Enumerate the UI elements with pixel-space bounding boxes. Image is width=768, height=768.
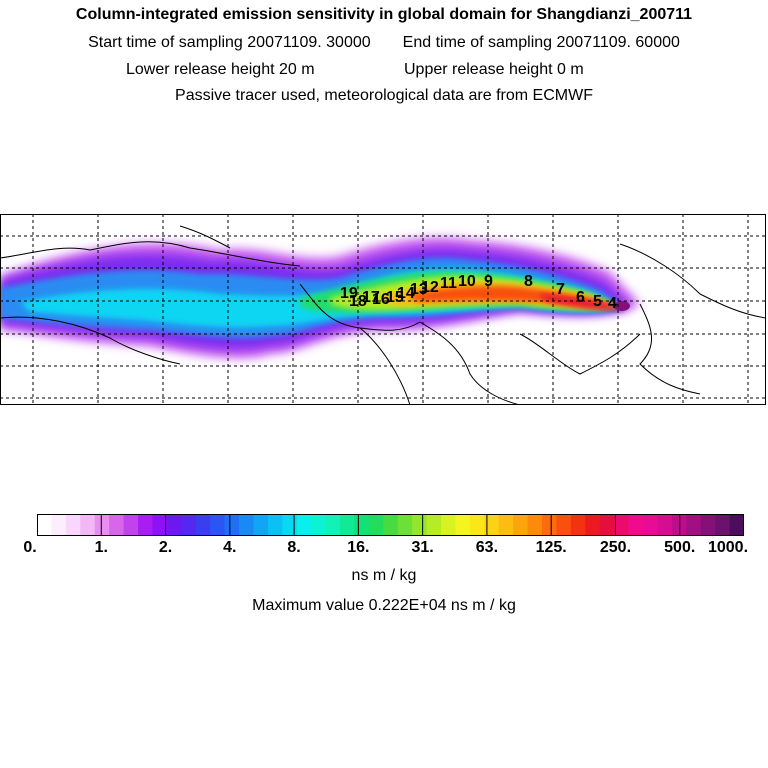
sensitivity-plume <box>0 237 640 359</box>
colorbar-swatch <box>239 514 255 536</box>
colorbar-swatch <box>729 514 744 536</box>
colorbar-tick-label: 63. <box>475 539 499 556</box>
colorbar-swatch <box>181 514 197 536</box>
colorbar-swatch <box>296 514 312 536</box>
colorbar-swatch <box>686 514 702 536</box>
colorbar-tick-label: 2. <box>158 539 173 556</box>
colorbar-swatch <box>109 514 125 536</box>
colorbar-tick-label: 0. <box>23 539 37 556</box>
colorbar-units: ns m / kg <box>351 567 417 584</box>
trajectory-label-15: 15 <box>386 289 404 306</box>
colorbar-swatch <box>643 514 659 536</box>
trajectory-label-5: 5 <box>593 293 602 310</box>
colorbar-swatch <box>340 514 356 536</box>
trajectory-label-17: 17 <box>362 289 380 306</box>
trajectory-label-9: 9 <box>484 273 493 290</box>
colorbar-tick-label: 31. <box>411 539 434 556</box>
colorbar-swatch <box>614 514 630 536</box>
colorbar-tick-label: 4. <box>223 539 237 556</box>
trajectory-label-13: 13 <box>410 281 428 298</box>
start-time: Start time of sampling 20071109. 30000 <box>88 34 371 51</box>
trajectory-label-4: 4 <box>608 295 617 312</box>
colorbar-tick-label: 1000. <box>707 539 749 556</box>
colorbar-swatch <box>542 514 558 536</box>
colorbar-swatch <box>657 514 673 536</box>
lat-lon-grid <box>0 214 766 405</box>
colorbar-swatch <box>455 514 471 536</box>
colorbar-swatch <box>94 514 110 536</box>
colorbar-swatch <box>152 514 168 536</box>
colorbar-swatch <box>527 514 543 536</box>
colorbar-swatch <box>469 514 485 536</box>
colorbar-swatch <box>383 514 399 536</box>
trajectory-label-12: 12 <box>421 279 439 296</box>
colorbar-swatch <box>412 514 428 536</box>
trajectory-label-14: 14 <box>397 285 415 302</box>
colorbar-swatch <box>426 514 442 536</box>
colorbar-swatch <box>138 514 154 536</box>
colorbar-swatch <box>599 514 615 536</box>
map-title: Column-integrated emission sensitivity i… <box>75 6 693 23</box>
trajectory-label-8: 8 <box>524 273 533 290</box>
colorbar-swatch <box>513 514 529 536</box>
colorbar-swatch <box>80 514 96 536</box>
colorbar <box>37 514 744 536</box>
colorbar-swatch <box>282 514 298 536</box>
colorbar-swatch <box>311 514 327 536</box>
trajectory-label-18: 18 <box>349 293 367 310</box>
colorbar-swatch <box>397 514 413 536</box>
colorbar-tick-label: 500. <box>664 539 696 556</box>
colorbar-frame <box>37 514 744 536</box>
colorbar-swatch <box>325 514 341 536</box>
trajectory-label-7: 7 <box>556 281 565 298</box>
colorbar-swatch <box>484 514 500 536</box>
colorbar-tick-label: 16. <box>347 539 370 556</box>
trajectory-label-19: 19 <box>340 285 358 302</box>
colorbar-swatch <box>37 514 53 536</box>
colorbar-swatch <box>628 514 644 536</box>
trajectory-label-16: 16 <box>372 291 390 308</box>
end-time: End time of sampling 20071109. 60000 <box>402 34 680 51</box>
colorbar-tick-label: 250. <box>599 539 632 556</box>
colorbar-swatch <box>441 514 457 536</box>
colorbar-swatch <box>166 514 182 536</box>
trajectory-label-10: 10 <box>458 273 476 290</box>
upper-release-height: Upper release height 0 m <box>404 61 584 78</box>
colorbar-swatch <box>224 514 240 536</box>
colorbar-swatch <box>210 514 226 536</box>
colorbar-swatch <box>65 514 81 536</box>
colorbar-tick-label: 125. <box>535 539 567 556</box>
trajectory-label-11: 11 <box>440 275 457 292</box>
colorbar-swatch <box>253 514 269 536</box>
maximum-value: Maximum value 0.222E+04 ns m / kg <box>252 597 516 614</box>
colorbar-swatch <box>585 514 601 536</box>
sampling-times: Start time of sampling 20071109. 30000 En… <box>0 34 768 52</box>
colorbar-swatch <box>51 514 67 536</box>
colorbar-swatch <box>267 514 283 536</box>
lower-release-height: Lower release height 20 m <box>126 61 315 78</box>
colorbar-swatch <box>715 514 731 536</box>
colorbar-swatch <box>556 514 572 536</box>
colorbar-swatch <box>700 514 716 536</box>
colorbar-tick-label: 1. <box>94 539 108 556</box>
colorbar-tick-label: 8. <box>287 539 301 556</box>
colorbar-swatch <box>354 514 370 536</box>
trajectory-label-6: 6 <box>576 289 585 306</box>
colorbar-swatch <box>123 514 139 536</box>
colorbar-swatch <box>498 514 514 536</box>
colorbar-swatch <box>570 514 586 536</box>
map-frame <box>0 214 766 405</box>
colorbar-swatch <box>368 514 384 536</box>
colorbar-swatch <box>195 514 211 536</box>
tracer-note: Passive tracer used, meteorological data… <box>175 87 593 104</box>
